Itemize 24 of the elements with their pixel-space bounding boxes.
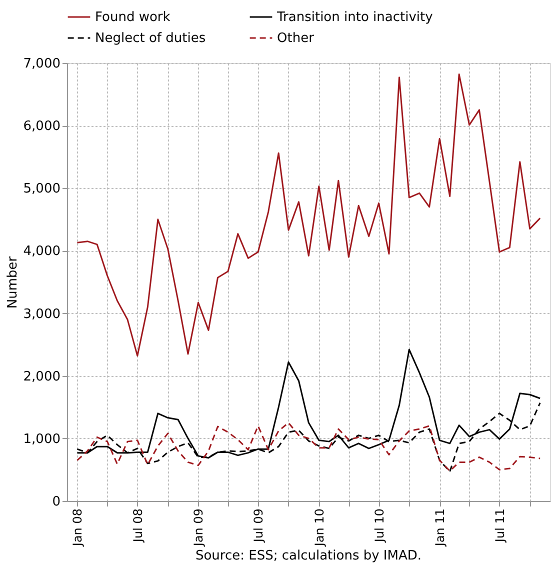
y-tick-label: 5,000: [23, 182, 60, 197]
x-tick-label: Jan 09: [192, 508, 206, 548]
y-tick-label: 4,000: [23, 244, 60, 260]
legend-label: Other: [277, 31, 315, 46]
line-series: [76, 74, 541, 357]
x-tick-label: Jan 08: [70, 508, 85, 548]
source-note: Source: ESS; calculations by IMAD.: [195, 548, 422, 564]
x-tick-label: Jul 09: [252, 508, 266, 544]
legend-label: Found work: [95, 10, 171, 25]
x-tick-label: Jul 10: [372, 508, 386, 544]
y-axis-title: Number: [5, 256, 20, 309]
legend-label: Neglect of duties: [95, 31, 206, 46]
line-series: [76, 422, 541, 472]
y-tick-label: 0: [52, 494, 60, 510]
y-tick-label: 1,000: [23, 432, 60, 447]
y-tick-label: 2,000: [23, 369, 60, 384]
x-tick-label: Jul 11: [492, 508, 507, 544]
y-tick-label: 6,000: [23, 119, 60, 134]
y-tick-label: 3,000: [23, 306, 60, 322]
x-tick-label: Jan 11: [433, 508, 448, 548]
x-tick-label: Jan 10: [312, 508, 326, 548]
legend-label: Transition into inactivity: [276, 10, 434, 25]
y-tick-label: 7,000: [23, 56, 60, 72]
x-tick-label: Jul 08: [130, 508, 145, 544]
